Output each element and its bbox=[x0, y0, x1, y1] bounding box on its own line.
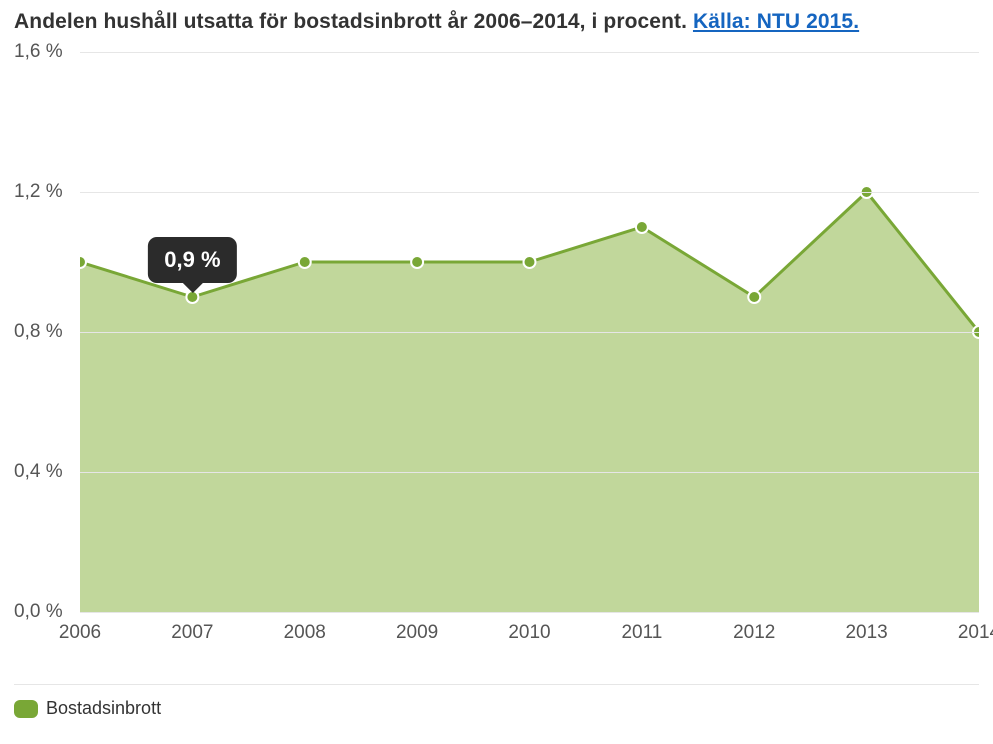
data-point[interactable] bbox=[80, 256, 86, 268]
gridline bbox=[80, 192, 979, 193]
y-tick-label: 0,4 % bbox=[14, 461, 70, 483]
data-point[interactable] bbox=[299, 256, 311, 268]
chart-area: 0,0 %0,4 %0,8 %1,2 %1,6 % 0,9 % 20062007… bbox=[14, 52, 979, 662]
legend-separator bbox=[14, 684, 979, 685]
plot-area[interactable]: 0,9 % bbox=[80, 52, 979, 612]
x-tick-label: 2006 bbox=[59, 622, 101, 644]
x-axis: 200620072008200920102011201220132014 bbox=[80, 612, 979, 652]
chart-container: Andelen hushåll utsatta för bostadsinbro… bbox=[0, 0, 993, 744]
gridline bbox=[80, 332, 979, 333]
y-tick-label: 1,2 % bbox=[14, 181, 70, 203]
data-point[interactable] bbox=[186, 291, 198, 303]
source-link[interactable]: Källa: NTU 2015. bbox=[693, 10, 859, 33]
x-tick-label: 2013 bbox=[845, 622, 887, 644]
x-tick-label: 2010 bbox=[508, 622, 550, 644]
x-tick-label: 2011 bbox=[621, 622, 662, 644]
x-tick-label: 2009 bbox=[396, 622, 438, 644]
legend[interactable]: Bostadsinbrott bbox=[14, 698, 161, 719]
gridline bbox=[80, 52, 979, 53]
y-tick-label: 1,6 % bbox=[14, 41, 70, 63]
gridline bbox=[80, 472, 979, 473]
x-tick-label: 2008 bbox=[284, 622, 326, 644]
y-tick-label: 0,8 % bbox=[14, 321, 70, 343]
data-point[interactable] bbox=[524, 256, 536, 268]
legend-swatch bbox=[14, 700, 38, 718]
x-tick-label: 2012 bbox=[733, 622, 775, 644]
x-tick-label: 2014 bbox=[958, 622, 993, 644]
data-point[interactable] bbox=[748, 291, 760, 303]
y-axis: 0,0 %0,4 %0,8 %1,2 %1,6 % bbox=[14, 52, 80, 612]
title-text: Andelen hushåll utsatta för bostadsinbro… bbox=[14, 10, 693, 33]
legend-label: Bostadsinbrott bbox=[46, 698, 161, 719]
y-tick-label: 0,0 % bbox=[14, 601, 70, 623]
data-point[interactable] bbox=[411, 256, 423, 268]
chart-title: Andelen hushåll utsatta för bostadsinbro… bbox=[14, 10, 979, 34]
data-point[interactable] bbox=[636, 221, 648, 233]
x-tick-label: 2007 bbox=[171, 622, 213, 644]
